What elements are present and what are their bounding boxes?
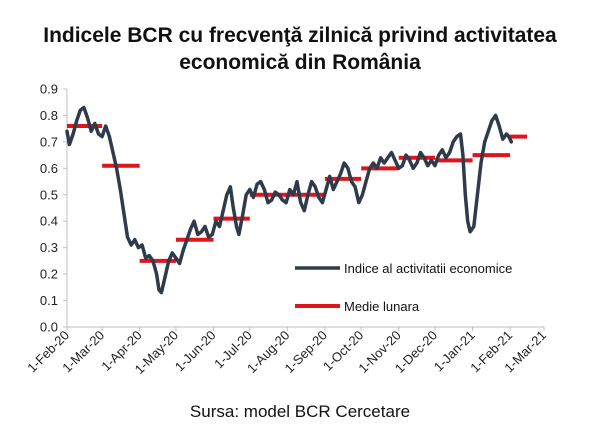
chart-legend: Indice al activitatii economice Medie lun… [295,261,512,314]
y-tick-label: 0.9 [40,82,58,97]
chart-axes [66,89,544,328]
y-tick-label: 0.4 [40,214,58,229]
y-tick-label: 0.1 [40,293,58,308]
y-tick-label: 0.5 [40,187,58,202]
legend-label-index: Indice al activitatii economice [344,261,512,276]
x-axis-ticks: 1-Feb-201-Mar-201-Apr-201-May-201-Jun-20… [24,327,549,377]
y-tick-label: 0.3 [40,240,58,255]
legend-label-average: Medie lunara [344,299,420,314]
chart-title-line-2: economică din România [179,51,421,74]
y-tick-label: 0.7 [40,134,58,149]
source-note: Sursa: model BCR Cercetare [189,402,411,421]
y-tick-label: 0.0 [40,320,58,335]
y-tick-label: 0.2 [40,267,58,282]
chart-title-line-1: Indicele BCR cu frecvenţă zilnică privin… [43,24,557,47]
y-tick-label: 0.6 [40,161,58,176]
activity-index-series [65,105,514,295]
x-tick-label: 1-Jun-20 [172,328,219,375]
y-axis-ticks: 0.0 0.1 0.2 0.3 0.4 0.5 0.6 0.7 0.8 0.9 [40,82,67,335]
chart-title: Indicele BCR cu frecvenţă zilnică privin… [0,22,600,76]
y-tick-label: 0.8 [40,108,58,123]
